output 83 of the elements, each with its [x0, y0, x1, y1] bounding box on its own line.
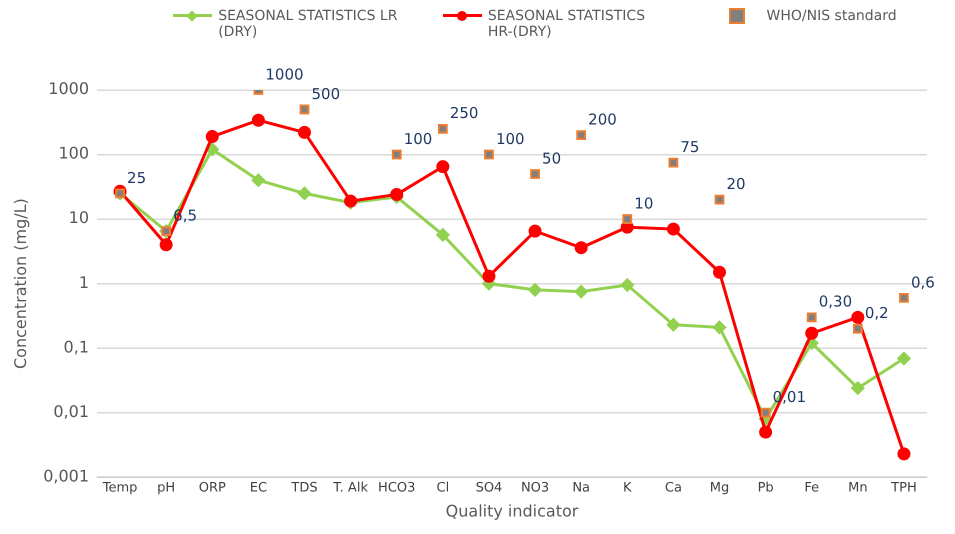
data-label: 1000	[265, 65, 304, 84]
x-tick-label: Mn	[848, 480, 868, 496]
point	[666, 222, 680, 236]
x-tick-label: ORP	[198, 480, 226, 496]
point	[851, 310, 864, 324]
y-tick-label: 0,1	[64, 337, 90, 356]
legend-label: WHO/NIS standard	[766, 8, 897, 24]
point	[252, 174, 265, 187]
data-label: 0,30	[818, 292, 852, 311]
x-tick-label: Pb	[758, 480, 774, 496]
x-tick-label: EC	[250, 480, 268, 496]
point	[160, 238, 173, 252]
point	[484, 150, 494, 160]
point	[620, 278, 634, 292]
point	[897, 447, 910, 460]
point	[574, 241, 588, 254]
data-label: 200	[588, 110, 617, 128]
point	[805, 326, 818, 340]
data-label: 10	[634, 194, 654, 212]
x-tick-label: TPH	[890, 480, 917, 496]
point	[897, 352, 910, 366]
point	[206, 130, 219, 144]
y-tick-label: 0,01	[53, 402, 90, 421]
x-tick-label: K	[623, 480, 632, 496]
data-label: 75	[680, 138, 700, 156]
x-tick-label: Temp	[102, 480, 138, 496]
point	[206, 142, 219, 156]
y-tick-label: 100	[58, 144, 90, 163]
x-tick-label: T. Alk	[332, 480, 368, 496]
point	[852, 324, 863, 334]
data-label: 0,6	[910, 273, 935, 292]
point	[390, 188, 404, 202]
point	[713, 266, 726, 279]
x-tick-label: Na	[572, 480, 590, 496]
point	[436, 228, 450, 242]
data-label: 500	[312, 84, 340, 103]
y-tick-label: 1	[78, 272, 90, 292]
point	[760, 408, 770, 418]
point	[300, 104, 310, 114]
data-label: 25	[127, 168, 146, 187]
x-tick-label: Mg	[710, 480, 730, 496]
point	[392, 150, 402, 160]
x-tick-label: NO3	[520, 480, 550, 496]
data-label: 50	[542, 149, 562, 168]
point	[713, 320, 726, 334]
x-tick-label: pH	[157, 480, 176, 496]
y-axis-title: Concentration (mg/L)	[10, 198, 30, 370]
data-label: 100	[496, 130, 525, 148]
point	[622, 214, 632, 224]
point	[528, 283, 542, 296]
point	[759, 426, 772, 439]
data-label: 0,2	[864, 304, 889, 322]
x-tick-label: HCO3	[378, 480, 416, 496]
point	[298, 186, 312, 200]
data-label: 20	[726, 175, 746, 194]
point	[668, 158, 678, 168]
point	[851, 382, 864, 395]
point	[899, 293, 909, 303]
point	[436, 160, 450, 174]
x-tick-label: TDS	[290, 480, 318, 496]
legend-label: SEASONAL STATISTICS LR (DRY)	[218, 8, 398, 40]
point	[576, 130, 586, 140]
point	[438, 124, 448, 134]
point	[666, 318, 680, 332]
point	[298, 126, 312, 139]
legend-label: SEASONAL STATISTICS HR-(DRY)	[488, 8, 646, 40]
y-tick-label: 10	[68, 208, 90, 228]
point	[530, 169, 540, 179]
point	[714, 194, 724, 205]
point	[806, 312, 817, 322]
point	[252, 114, 265, 127]
point	[574, 285, 588, 298]
y-tick-label: 1000	[48, 79, 90, 98]
x-axis-title: Quality indicator	[446, 502, 579, 521]
data-label: 250	[450, 104, 478, 122]
point	[482, 270, 496, 283]
y-tick-label: 0,001	[43, 466, 90, 486]
x-tick-label: Ca	[664, 480, 682, 496]
x-tick-label: Cl	[436, 480, 450, 496]
x-tick-label: SO4	[476, 480, 502, 496]
data-label: 100	[404, 130, 432, 148]
point	[528, 224, 542, 238]
x-tick-label: Fe	[804, 480, 820, 496]
